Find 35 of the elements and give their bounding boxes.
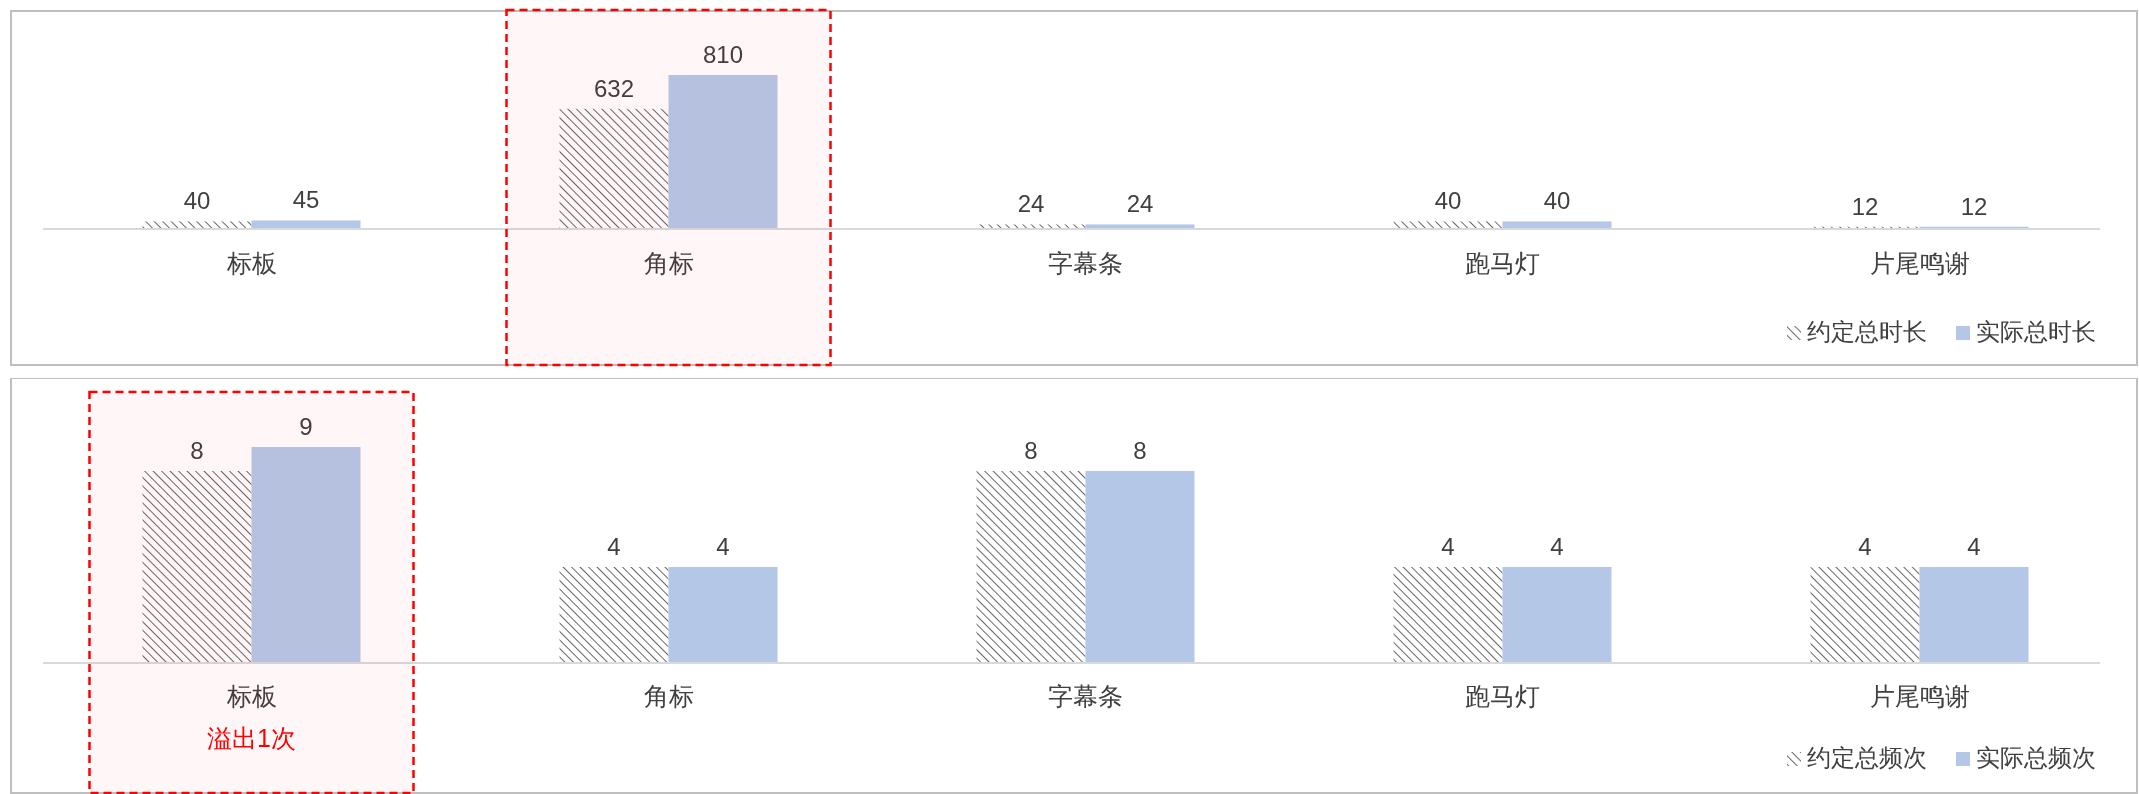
data-label: 45 — [292, 186, 320, 214]
data-label: 12 — [1851, 192, 1879, 220]
x-tick-label: 跑马灯 — [1465, 249, 1540, 277]
data-label: 4 — [607, 533, 621, 560]
x-tick-label: 字幕条 — [1048, 682, 1123, 710]
text: 溢出1次 — [207, 724, 296, 752]
legend-label: 实际总时长 — [1976, 318, 2096, 345]
data-label: 24 — [1017, 190, 1045, 218]
data-label: 4 — [1858, 533, 1872, 560]
data-label: 4 — [716, 533, 730, 560]
data-label: 8 — [190, 437, 204, 464]
data-label: 8 — [1133, 437, 1147, 464]
data-label: 4 — [1441, 533, 1455, 560]
legend-label: 约定总频次 — [1807, 744, 1927, 771]
legend-label: 实际总频次 — [1976, 744, 2096, 771]
data-label: 8 — [1024, 437, 1038, 464]
x-tick-label: 片尾鸣谢 — [1869, 682, 1970, 710]
data-label: 40 — [1543, 187, 1571, 215]
legend-label: 约定总时长 — [1807, 318, 1927, 345]
x-tick-label: 字幕条 — [1048, 249, 1123, 277]
x-tick-label: 跑马灯 — [1465, 682, 1540, 710]
x-tick-label: 标板 — [225, 682, 277, 710]
data-label: 632 — [593, 74, 635, 102]
x-tick-label: 角标 — [643, 682, 694, 710]
data-label: 4 — [1550, 533, 1564, 560]
x-tick-label: 片尾鸣谢 — [1869, 249, 1970, 277]
data-label: 4 — [1967, 533, 1981, 560]
data-label: 40 — [183, 187, 211, 215]
data-label: 40 — [1434, 187, 1462, 215]
x-tick-label: 角标 — [643, 249, 694, 277]
data-label: 24 — [1126, 190, 1154, 218]
data-label: 12 — [1960, 192, 1988, 220]
data-label: 810 — [702, 41, 744, 68]
x-tick-label: 标板 — [225, 249, 277, 277]
data-label: 9 — [299, 413, 313, 440]
